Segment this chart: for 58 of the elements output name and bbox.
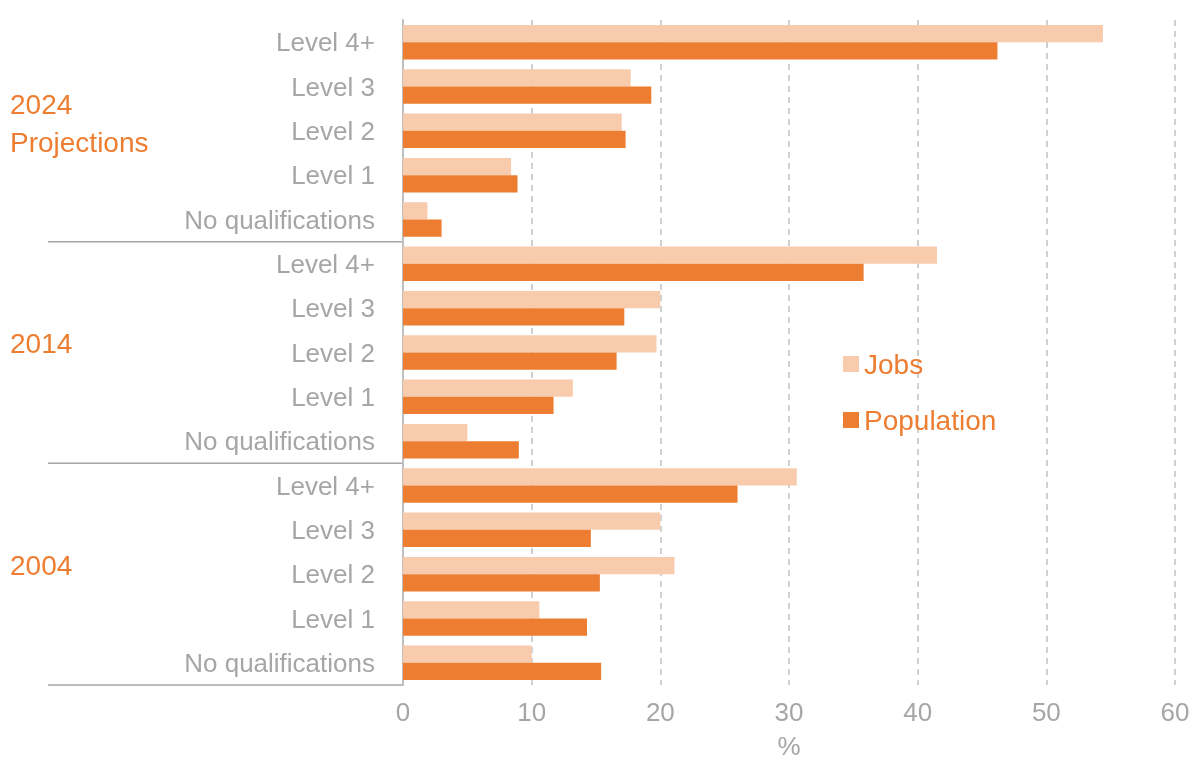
bar xyxy=(403,662,602,681)
bar xyxy=(403,42,998,60)
x-tick-label: 20 xyxy=(645,697,675,727)
bar xyxy=(403,290,661,309)
bar xyxy=(403,352,617,370)
bar xyxy=(403,130,626,149)
bar xyxy=(403,263,864,282)
bar xyxy=(403,202,428,220)
bar xyxy=(403,485,738,503)
y-tick-label: Level 1 xyxy=(291,603,375,634)
bar xyxy=(403,396,554,415)
bar xyxy=(403,574,600,592)
x-axis-title: % xyxy=(777,731,801,761)
bar xyxy=(403,175,518,193)
y-tick-label: Level 2 xyxy=(291,115,375,146)
x-tick-label: 0 xyxy=(395,697,411,727)
legend-label: Jobs xyxy=(864,348,924,380)
bar xyxy=(403,335,657,353)
bar xyxy=(403,556,675,575)
text: 2024 Projections xyxy=(10,89,149,159)
x-tick-label: 30 xyxy=(774,697,804,727)
y-tick-label: Level 3 xyxy=(291,71,375,102)
y-tick-label: Level 1 xyxy=(291,160,375,191)
bar xyxy=(403,529,591,548)
text: 2014 xyxy=(10,328,73,359)
y-tick-label: Level 1 xyxy=(291,381,375,412)
y-tick-label: Level 4+ xyxy=(275,470,375,501)
legend-label: Population xyxy=(864,404,997,436)
y-tick-label: No qualifications xyxy=(184,204,375,235)
bar xyxy=(403,113,622,131)
x-tick-label: 10 xyxy=(517,697,547,727)
bar xyxy=(403,468,797,486)
x-tick-label: 40 xyxy=(903,697,933,727)
text: 2004 xyxy=(10,549,73,581)
y-tick-label: No qualifications xyxy=(184,426,375,457)
bar xyxy=(403,423,468,442)
y-tick-label: No qualifications xyxy=(184,647,375,678)
bar xyxy=(403,618,587,636)
bar xyxy=(403,219,442,237)
bar xyxy=(403,512,661,530)
bar xyxy=(403,157,512,176)
bar xyxy=(403,24,1103,43)
bar xyxy=(403,645,532,663)
y-tick-label: Level 2 xyxy=(291,337,375,368)
y-tick-label: Level 3 xyxy=(291,514,375,545)
bar xyxy=(403,246,937,264)
y-tick-label: Level 3 xyxy=(291,293,375,324)
y-tick-label: Level 4+ xyxy=(275,248,375,279)
x-tick-label: 60 xyxy=(1160,697,1190,727)
y-tick-label: Level 4+ xyxy=(275,27,375,58)
bar xyxy=(403,601,540,619)
y-tick-label: Level 2 xyxy=(291,559,375,590)
bar xyxy=(403,441,519,459)
bar xyxy=(403,308,625,326)
x-tick-label: 50 xyxy=(1031,697,1061,727)
bar xyxy=(403,379,573,397)
bar xyxy=(403,69,631,87)
bar xyxy=(403,86,652,104)
